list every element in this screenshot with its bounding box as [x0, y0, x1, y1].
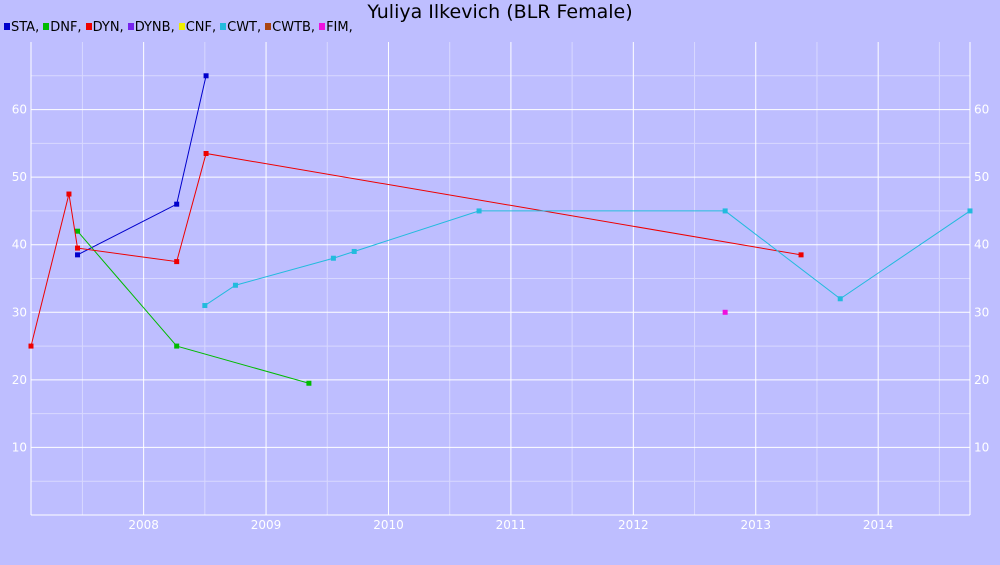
- legend-swatch: [319, 23, 326, 30]
- x-tick-label: 2010: [373, 518, 404, 532]
- y-tick-label-left: 10: [12, 440, 27, 454]
- legend-item-cwt: CWT,: [220, 20, 261, 35]
- data-point-dnf: [75, 228, 81, 234]
- x-tick-label: 2011: [496, 518, 527, 532]
- legend-label: CNF,: [185, 20, 217, 35]
- data-point-cwt: [330, 255, 336, 261]
- data-point-cwt: [837, 296, 843, 302]
- data-point-dyn: [28, 343, 34, 349]
- legend-swatch: [4, 23, 10, 30]
- series-line-sta: [77, 75, 207, 256]
- x-tick-label: 2008: [128, 518, 159, 532]
- data-point-cwt: [232, 282, 238, 288]
- data-point-dyn: [75, 245, 81, 251]
- legend-item-sta: STA,: [4, 20, 39, 35]
- data-point-cwt: [967, 208, 973, 214]
- data-point-dyn: [66, 191, 72, 197]
- series-line-dnf: [77, 230, 310, 384]
- x-tick-label: 2012: [618, 518, 649, 532]
- series-line-cwt: [204, 210, 971, 306]
- y-tick-label-right: 30: [974, 305, 989, 319]
- y-tick-label-right: 10: [974, 440, 989, 454]
- y-tick-label-left: 60: [12, 103, 27, 117]
- y-tick-label-left: 40: [12, 238, 27, 252]
- legend-item-fim: FIM,: [319, 20, 353, 35]
- legend-label: CWT,: [227, 20, 262, 35]
- x-tick-label: 2013: [740, 518, 771, 532]
- legend-swatch: [43, 23, 50, 30]
- legend-swatch: [85, 23, 92, 30]
- y-tick-label-right: 60: [974, 103, 989, 117]
- data-point-dnf: [174, 343, 180, 349]
- legend-item-dyn: DYN,: [85, 20, 124, 35]
- legend-item-cwtb: CWTB,: [265, 20, 315, 35]
- y-tick-label-right: 40: [974, 238, 989, 252]
- y-tick-label-left: 50: [12, 170, 27, 184]
- data-point-fim: [722, 309, 728, 315]
- data-point-dyn: [203, 150, 209, 156]
- x-tick-label: 2014: [863, 518, 894, 532]
- legend: STA, DNF, DYN, DYNB, CNF, CWT, CWTB, FIM,: [4, 20, 357, 35]
- x-tick-label: 2009: [251, 518, 282, 532]
- legend-swatch: [265, 23, 272, 30]
- y-tick-label-right: 50: [974, 170, 989, 184]
- y-tick-label-left: 20: [12, 373, 27, 387]
- y-tick-label-left: 30: [12, 305, 27, 319]
- legend-label: DNF,: [50, 20, 82, 35]
- data-point-cwt: [722, 208, 728, 214]
- legend-swatch: [220, 23, 227, 30]
- legend-swatch: [178, 23, 185, 30]
- legend-item-cnf: CNF,: [178, 20, 217, 35]
- series-line-dyn: [30, 152, 802, 347]
- legend-label: STA,: [11, 20, 40, 35]
- data-point-sta: [75, 252, 81, 258]
- data-point-cwt: [202, 303, 208, 309]
- data-point-cwt: [351, 248, 357, 254]
- data-point-dnf: [306, 380, 312, 386]
- legend-label: CWTB,: [272, 20, 316, 35]
- data-point-sta: [174, 201, 180, 207]
- chart-title: Yuliya Ilkevich (BLR Female): [367, 1, 633, 23]
- data-point-sta: [203, 73, 209, 79]
- data-point-dyn: [174, 259, 180, 265]
- y-tick-label-right: 20: [974, 373, 989, 387]
- legend-label: DYNB,: [134, 20, 175, 35]
- legend-label: DYN,: [92, 20, 124, 35]
- data-point-dyn: [798, 252, 804, 258]
- legend-label: FIM,: [326, 20, 353, 35]
- data-point-cwt: [476, 208, 482, 214]
- legend-item-dynb: DYNB,: [127, 20, 175, 35]
- legend-item-dnf: DNF,: [43, 20, 82, 35]
- legend-swatch: [127, 23, 134, 30]
